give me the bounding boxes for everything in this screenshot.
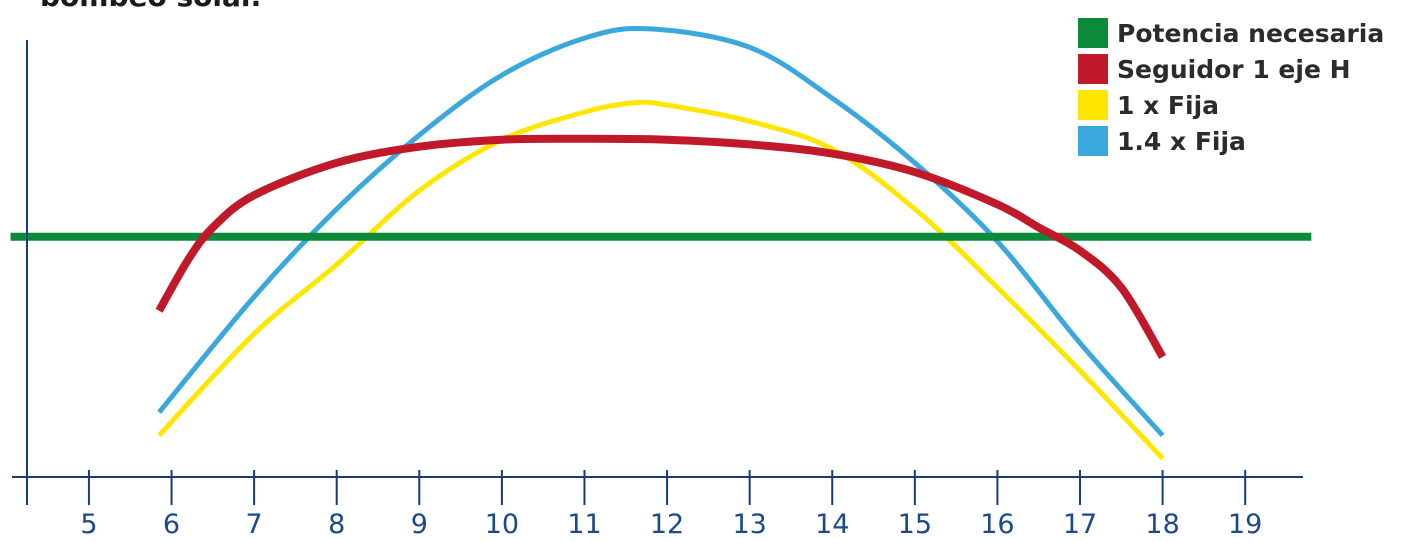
x-tick-label: 18 bbox=[1145, 509, 1179, 540]
x-tick-label: 17 bbox=[1063, 509, 1097, 540]
x-tick-label: 9 bbox=[411, 509, 428, 540]
series-line-seguidor-1-eje-h bbox=[155, 134, 1167, 359]
series-line-1-x-fija bbox=[157, 99, 1165, 461]
legend-swatch-potencia-necesaria bbox=[1078, 18, 1108, 48]
legend-swatch-seguidor-1-eje-h bbox=[1078, 54, 1108, 84]
x-tick-label: 10 bbox=[485, 509, 519, 540]
x-tick-label: 11 bbox=[567, 509, 601, 540]
legend-swatch-1-4-x-fija bbox=[1078, 126, 1108, 156]
series-line-1-4-x-fija bbox=[157, 26, 1165, 438]
x-tick-label: 6 bbox=[163, 509, 180, 540]
legend-label-1-x-fija: 1 x Fija bbox=[1117, 91, 1219, 120]
x-tick-label: 8 bbox=[328, 509, 345, 540]
legend-label-1-4-x-fija: 1.4 x Fija bbox=[1117, 127, 1246, 156]
chart-title-fragment: bombeo solar. bbox=[40, 0, 261, 13]
x-tick-label: 14 bbox=[815, 509, 849, 540]
legend-swatch-1-x-fija bbox=[1078, 90, 1108, 120]
x-tick-label: 13 bbox=[732, 509, 766, 540]
x-tick-label: 15 bbox=[898, 509, 932, 540]
legend-label-seguidor-1-eje-h: Seguidor 1 eje H bbox=[1117, 55, 1351, 84]
x-tick-label: 5 bbox=[80, 509, 97, 540]
x-tick-label: 19 bbox=[1228, 509, 1262, 540]
x-tick-label: 16 bbox=[980, 509, 1014, 540]
x-tick-label: 12 bbox=[650, 509, 684, 540]
legend-label-potencia-necesaria: Potencia necesaria bbox=[1117, 19, 1384, 48]
x-tick-label: 7 bbox=[246, 509, 263, 540]
